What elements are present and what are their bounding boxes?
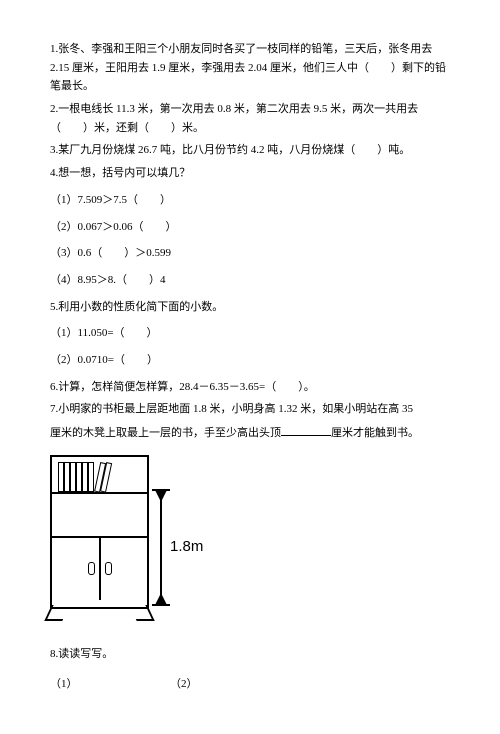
question-2: 2.一根电线长 11.3 米，第一次用去 0.8 米，第二次用去 9.5 米，两… (50, 100, 450, 137)
handle-icon (88, 562, 95, 575)
q4-sub1: （1）7.509＞7.5（ ） (50, 191, 450, 210)
q7-text-b: 厘米才能触到书。 (331, 427, 419, 439)
shelf-middle (52, 494, 147, 538)
q4-sub2: （2）0.067＞0.06（ ） (50, 218, 450, 237)
q4-sub3: （3）0.6（ ）＞0.599 (50, 244, 450, 263)
question-7-line2: 厘米的木凳上取最上一层的书，手至少高出头顶 厘米才能触到书。 (50, 423, 450, 443)
bookshelf-diagram: 1.8m (50, 455, 230, 625)
question-5-stem: 5.利用小数的性质化简下面的小数。 (50, 298, 450, 317)
question-3: 3.某厂九月份烧煤 26.7 吨，比八月份节约 4.2 吨，八月份烧煤（ ）吨。 (50, 141, 450, 160)
question-8-stem: 8.读读写写。 (50, 645, 450, 664)
q4-sub4: （4）8.95＞8.（ ）4 (50, 271, 450, 290)
arrow-down-icon (155, 490, 167, 502)
q5-sub2: （2）0.0710=（ ） (50, 351, 450, 370)
dimension-label: 1.8m (170, 534, 203, 560)
question-4-stem: 4.想一想，括号内可以填几？ (50, 164, 450, 183)
dimension-line (160, 490, 162, 605)
tick-icon (152, 604, 170, 606)
handle-icon (105, 562, 112, 575)
q8-sub1: （1） (50, 675, 170, 694)
leg-left (44, 605, 69, 621)
question-7-line1: 7.小明家的书柜最上层距地面 1.8 米，小明身高 1.32 米，如果小明站在高… (50, 400, 450, 419)
shelf-top (52, 457, 147, 494)
question-6: 6.计算，怎样简便怎样算，28.4－6.35－3.65=（ ）。 (50, 378, 450, 397)
book-icon (88, 462, 94, 492)
q8-sub2: （2） (170, 675, 198, 694)
shelf-bottom (52, 538, 147, 600)
leg-right (129, 605, 154, 621)
q8-subitems: （1） （2） (50, 675, 450, 694)
q7-text-a: 厘米的木凳上取最上一层的书，手至少高出头顶 (50, 427, 281, 439)
fill-blank (281, 423, 331, 436)
bookshelf-body (50, 455, 149, 609)
q5-sub1: （1）11.050=（ ） (50, 324, 450, 343)
door-right (101, 538, 148, 600)
door-left (52, 538, 101, 600)
question-1: 1.张冬、李强和王阳三个小朋友同时各买了一枝同样的铅笔，三天后，张冬用去 2.1… (50, 40, 450, 96)
dimension-marker: 1.8m (160, 490, 203, 605)
